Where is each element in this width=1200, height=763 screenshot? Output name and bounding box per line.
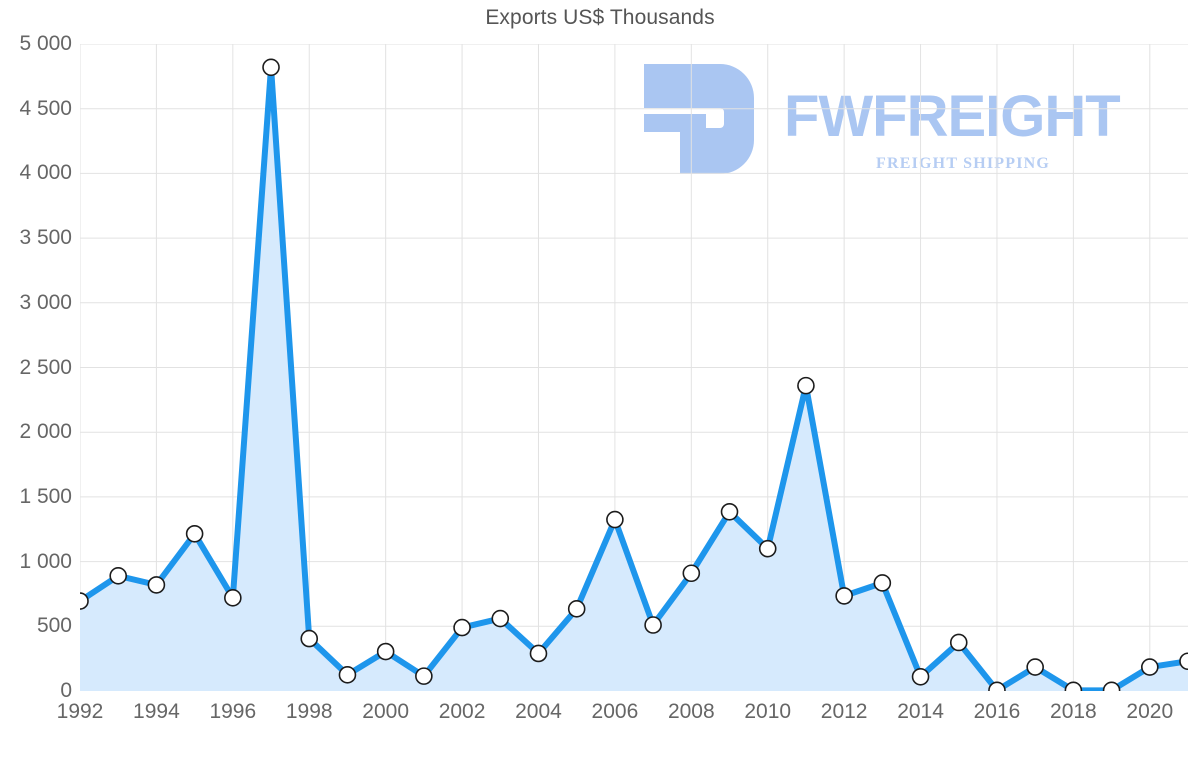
data-point-marker[interactable] <box>567 600 586 618</box>
data-point-marker[interactable] <box>720 502 739 521</box>
y-axis: 0 500 1 000 1 500 2 000 2 500 3 000 3 500 4 000 4… <box>0 0 72 763</box>
data-point-marker[interactable] <box>376 642 395 661</box>
data-point-marker[interactable] <box>147 576 166 594</box>
data-point-marker[interactable] <box>224 589 242 607</box>
data-point-marker[interactable] <box>262 58 280 77</box>
data-point-marker[interactable] <box>949 633 968 652</box>
data-point-marker[interactable] <box>491 609 510 628</box>
y-axis-tick-label: 3 000 <box>19 290 72 314</box>
y-axis-tick-label: 3 500 <box>19 226 72 250</box>
data-point-marker[interactable] <box>758 539 777 558</box>
data-point-marker[interactable] <box>338 666 357 684</box>
y-axis-tick-label: 4 500 <box>19 96 72 120</box>
data-point-marker[interactable] <box>797 376 815 395</box>
y-axis-tick-label: 4 000 <box>19 161 72 185</box>
data-point-marker[interactable] <box>453 618 471 637</box>
x-axis-tick-label: 2012 <box>820 700 868 723</box>
x-axis-tick-label: 1994 <box>133 700 180 723</box>
data-point-marker[interactable] <box>873 574 892 592</box>
x-axis-tick-label: 2020 <box>1126 700 1174 723</box>
x-axis-tick-label: 2004 <box>515 700 562 723</box>
data-point-marker[interactable] <box>606 510 624 529</box>
x-axis-tick-label: 1996 <box>209 700 257 723</box>
data-point-marker[interactable] <box>682 564 701 583</box>
chart-title: Exports US$ Thousands <box>485 6 715 29</box>
data-point-marker[interactable] <box>185 524 204 543</box>
x-axis-tick-label: 2016 <box>973 700 1021 723</box>
data-point-marker[interactable] <box>1026 658 1044 676</box>
x-axis-tick-label: 1998 <box>285 700 333 723</box>
x-axis-tick-label: 2000 <box>362 700 409 723</box>
data-point-marker[interactable] <box>529 644 548 663</box>
data-point-marker[interactable] <box>80 592 89 610</box>
x-axis-tick-label: 2010 <box>744 700 792 723</box>
x-axis-tick-label: 2014 <box>897 700 944 723</box>
data-point-marker[interactable] <box>911 667 930 686</box>
y-axis-tick-label: 5 000 <box>19 32 72 55</box>
data-point-markers <box>80 58 1188 691</box>
y-axis-tick-label: 0 <box>60 679 72 702</box>
data-point-marker[interactable] <box>988 681 1006 691</box>
data-point-marker[interactable] <box>415 667 433 685</box>
data-point-marker[interactable] <box>644 616 662 634</box>
y-axis-tick-label: 2 500 <box>19 355 72 379</box>
x-axis-tick-label: 2018 <box>1050 700 1097 723</box>
data-point-marker[interactable] <box>1102 681 1121 691</box>
data-point-marker[interactable] <box>300 629 319 648</box>
x-axis-tick-label: 2002 <box>438 700 486 723</box>
plot-area <box>80 44 1188 691</box>
data-point-marker[interactable] <box>1179 652 1188 671</box>
x-axis-tick-label: 2008 <box>667 700 715 723</box>
area-fill <box>80 67 1188 691</box>
y-axis-tick-label: 1 000 <box>19 549 72 573</box>
data-point-marker[interactable] <box>109 567 128 585</box>
data-point-marker[interactable] <box>1064 681 1083 691</box>
y-axis-tick-label: 500 <box>36 614 72 638</box>
x-axis-tick-label: 2006 <box>591 700 639 723</box>
data-point-marker[interactable] <box>1140 658 1159 676</box>
data-point-marker[interactable] <box>835 587 853 605</box>
x-axis-tick-label: 1992 <box>56 700 104 723</box>
y-axis-tick-label: 1 500 <box>19 484 72 508</box>
y-axis-tick-label: 2 000 <box>19 420 72 444</box>
